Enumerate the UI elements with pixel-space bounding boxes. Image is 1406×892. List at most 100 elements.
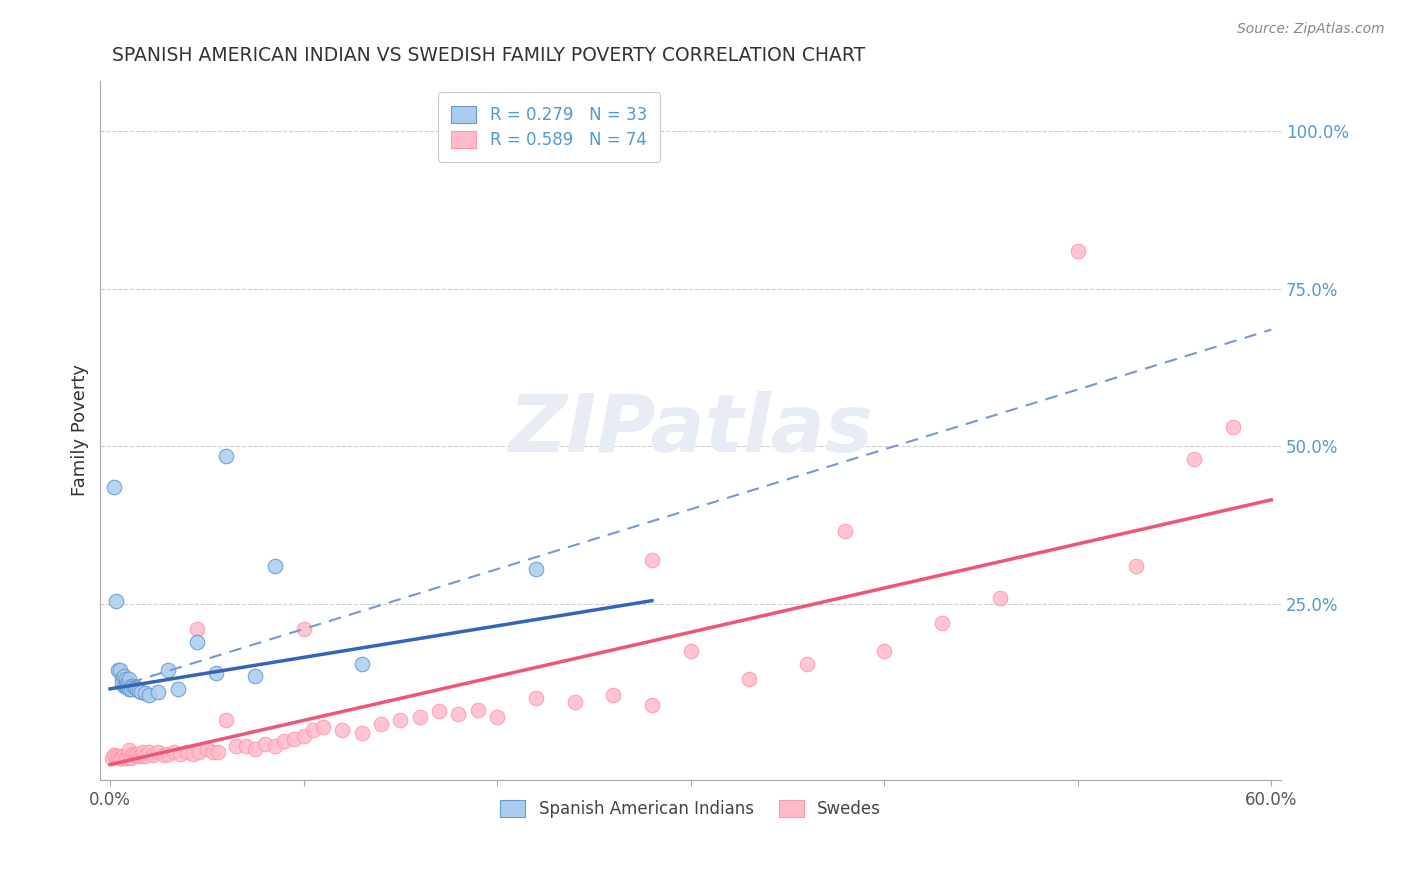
Point [114,750,136,764]
Point [195,741,218,756]
Point [447,707,470,722]
Point [111,751,134,765]
Point [108,663,131,677]
Point [127,681,149,696]
Point [114,679,136,693]
Point [128,683,150,698]
Point [186,634,208,648]
Point [117,675,139,690]
Point [166,681,188,696]
Point [273,734,295,748]
Point [112,679,135,693]
Point [118,743,141,757]
Point [243,669,266,683]
Point [148,745,170,759]
Point [104,749,127,764]
Point [1125,559,1147,574]
Point [118,748,141,763]
Point [1222,420,1244,434]
Point [225,739,247,753]
Point [108,750,131,764]
Point [120,749,142,764]
Point [738,673,761,687]
Point [103,480,125,494]
Legend: Spanish American Indians, Swedes: Spanish American Indians, Swedes [494,793,887,824]
Point [524,562,547,576]
Y-axis label: Family Poverty: Family Poverty [72,365,89,497]
Point [108,751,131,765]
Text: ZIPatlas: ZIPatlas [508,392,873,469]
Point [107,749,129,764]
Point [1182,451,1205,466]
Point [370,716,392,731]
Point [134,749,156,764]
Point [292,622,315,636]
Point [283,732,305,747]
Point [134,686,156,700]
Point [157,747,180,761]
Point [129,748,152,763]
Point [117,680,139,694]
Point [207,745,229,759]
Point [111,749,134,764]
Point [931,615,953,630]
Point [128,749,150,764]
Point [602,688,624,702]
Point [188,745,211,759]
Point [132,745,155,759]
Point [243,741,266,756]
Point [201,745,224,759]
Point [834,524,856,539]
Point [111,673,134,687]
Point [292,729,315,743]
Point [122,679,145,693]
Point [112,669,135,683]
Point [120,751,142,765]
Point [263,559,285,574]
Point [120,681,142,696]
Point [312,720,335,734]
Point [350,726,373,740]
Point [124,680,146,694]
Point [112,749,135,764]
Point [988,591,1011,605]
Point [148,685,170,699]
Point [114,673,136,687]
Point [142,748,165,763]
Point [107,663,129,677]
Point [215,714,238,728]
Text: SPANISH AMERICAN INDIAN VS SWEDISH FAMILY POVERTY CORRELATION CHART: SPANISH AMERICAN INDIAN VS SWEDISH FAMIL… [112,46,866,65]
Point [169,747,191,761]
Point [679,644,702,658]
Point [117,749,139,764]
Point [122,747,145,761]
Point [103,748,125,763]
Point [186,622,208,636]
Point [873,644,896,658]
Point [796,657,818,671]
Point [138,688,160,702]
Point [330,723,353,737]
Point [176,745,198,759]
Point [127,747,149,761]
Point [409,710,432,724]
Point [104,593,127,607]
Point [118,681,141,696]
Point [157,663,180,677]
Point [235,739,257,753]
Point [153,748,176,763]
Point [641,552,664,566]
Point [486,710,509,724]
Point [114,751,136,765]
Point [427,704,450,718]
Point [389,714,412,728]
Point [205,666,228,681]
Point [564,694,586,708]
Point [129,685,152,699]
Point [350,657,373,671]
Point [524,691,547,706]
Point [302,723,325,737]
Point [163,745,186,759]
Point [253,737,276,751]
Point [118,673,141,687]
